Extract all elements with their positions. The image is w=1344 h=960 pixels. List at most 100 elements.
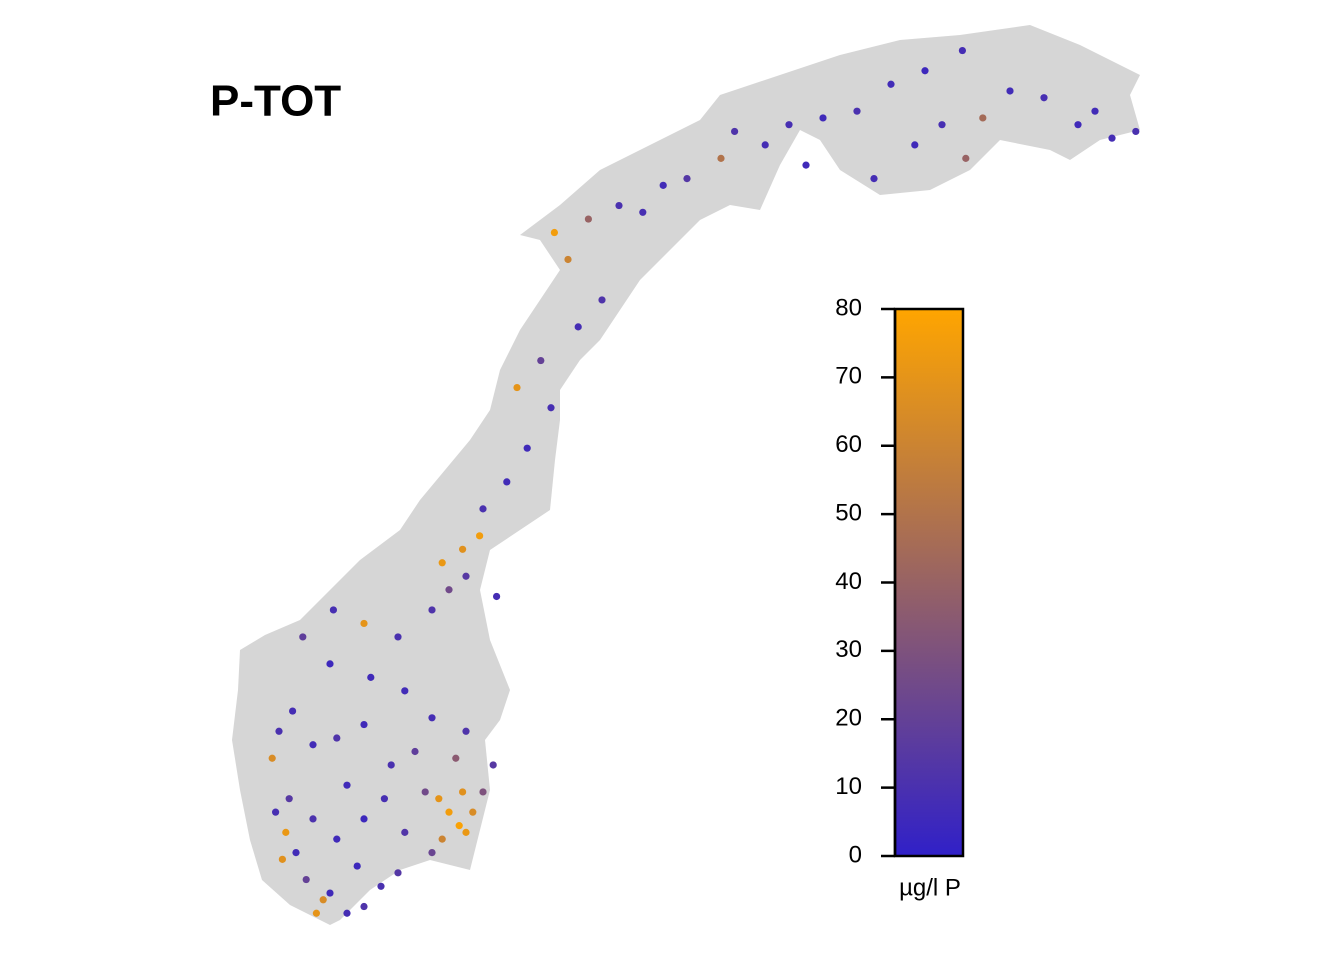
colorbar-gradient [893,307,965,858]
station-point [289,707,297,715]
station-point [819,114,827,122]
colorbar-tick-label: 70 [835,363,862,390]
colorbar-tick-label: 80 [835,294,862,321]
station-point [394,633,402,641]
station-point [887,80,895,88]
station-point [394,869,402,877]
station-point [380,795,388,803]
station-point [285,795,293,803]
station-point [445,808,453,816]
station-point [911,141,919,149]
colorbar-tick-label: 0 [849,841,862,868]
station-point [367,673,375,681]
station-point [275,727,283,735]
station-point [870,175,878,183]
station-point [639,208,647,216]
station-point [445,586,453,594]
station-point [1091,107,1099,115]
station-point [469,808,477,816]
station-point [438,559,446,567]
station-point [1074,121,1082,129]
station-point [333,734,341,742]
station-point [326,889,334,897]
station-point [319,896,327,904]
station-point [343,909,351,917]
station-point [278,855,286,863]
colorbar: 0 10 20 30 40 50 60 70 80 [835,294,965,868]
station-point [476,532,484,540]
station-point [921,67,929,75]
colorbar-tick-label: 50 [835,499,862,526]
station-point [459,545,467,553]
station-points [268,46,1140,917]
station-point [387,761,395,769]
land-outline [232,25,1140,925]
station-point [353,862,361,870]
station-point [377,882,385,890]
station-point [979,114,987,122]
map-title: P-TOT [210,77,341,126]
station-point [333,835,341,843]
colorbar-tick-label: 30 [835,636,862,663]
station-point [459,788,467,796]
station-point [309,815,317,823]
station-point [731,127,739,136]
station-point [312,909,320,917]
station-point [302,875,310,884]
station-point [479,788,487,796]
station-point [452,754,460,762]
station-point [615,201,623,210]
station-point [489,761,497,769]
colorbar-unit: µg/l P [899,874,961,901]
station-point [401,687,409,695]
station-point [564,255,572,264]
station-point [659,181,667,189]
station-point [360,619,368,628]
station-point [958,46,967,55]
station-point [513,383,521,392]
station-point [268,754,276,762]
station-point [574,323,582,331]
station-point [329,606,337,614]
colorbar-tick-label: 10 [835,773,862,800]
station-point [938,121,946,129]
station-point [1108,134,1116,142]
colorbar-tick-label: 20 [835,705,862,732]
station-point [550,228,559,237]
station-point [1040,94,1048,102]
station-point [435,795,443,803]
station-point [503,478,511,486]
station-point [299,633,307,641]
station-point [272,808,280,816]
station-point [421,788,429,796]
station-point [523,444,531,452]
station-point [438,835,446,843]
station-point [853,107,861,115]
station-point [360,720,368,729]
station-point [717,154,725,162]
station-point [326,660,334,668]
colorbar-tick-label: 60 [835,431,862,458]
station-point [802,161,810,169]
station-point [1132,127,1140,136]
station-point [683,175,691,183]
colorbar-tick-label: 40 [835,568,862,595]
station-point [360,902,368,911]
station-point [401,828,409,836]
station-point [598,296,606,304]
station-point [282,828,290,836]
station-point [455,822,463,830]
station-point [462,727,470,735]
station-point [292,849,300,857]
station-point [462,828,470,836]
station-point [462,572,470,580]
station-point [309,741,317,749]
station-point [360,815,368,823]
station-point [343,781,351,789]
station-point [962,154,970,162]
station-point [547,404,555,412]
station-point [428,714,436,722]
station-point [428,606,436,614]
